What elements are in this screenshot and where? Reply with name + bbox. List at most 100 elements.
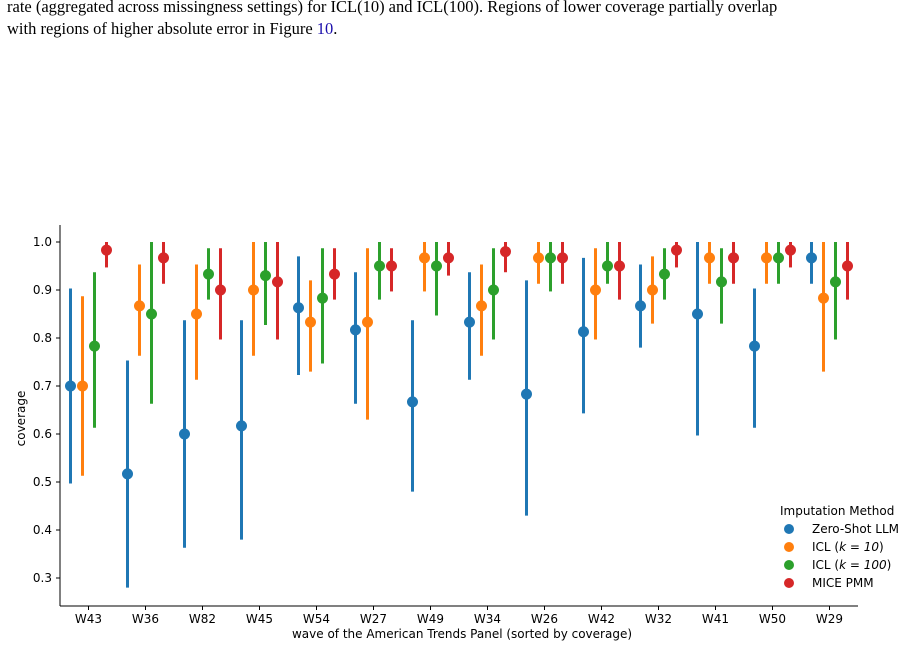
data-point [830, 276, 841, 288]
data-point [557, 252, 568, 264]
data-point [533, 252, 544, 264]
data-point [590, 284, 601, 296]
data-point [293, 302, 304, 314]
data-point [77, 380, 88, 392]
plot-area [65, 242, 853, 588]
x-tick-label-w32: W32 [645, 612, 672, 626]
data-point [89, 340, 100, 352]
data-point [407, 396, 418, 408]
caption-line-2: with regions of higher absolute error in… [7, 19, 317, 38]
series-4 [101, 242, 853, 340]
y-tick-label: 1.0 [33, 235, 52, 249]
x-tick-label-w27: W27 [360, 612, 387, 626]
data-point [317, 292, 328, 304]
y-tick-label: 0.9 [33, 283, 52, 297]
data-point [806, 252, 817, 264]
legend-entry: ICL (k = 10) [812, 540, 884, 554]
data-point [431, 260, 442, 272]
y-axis-label: coverage [14, 391, 28, 447]
data-point [773, 252, 784, 264]
legend-marker [784, 542, 794, 552]
caption-line-2-end: . [333, 19, 338, 38]
legend-marker [784, 560, 794, 570]
data-point [761, 252, 772, 264]
data-point [602, 260, 613, 272]
data-point [716, 276, 727, 288]
legend-entry: ICL (k = 100) [812, 558, 891, 572]
data-point [134, 300, 145, 312]
x-tick-label-w49: W49 [417, 612, 444, 626]
x-axis-label: wave of the American Trends Panel (sorte… [292, 627, 632, 641]
y-tick-label: 0.3 [33, 571, 52, 585]
legend-entry: MICE PMM [812, 576, 874, 590]
y-tick-label: 0.4 [33, 523, 52, 537]
data-point [236, 420, 247, 432]
data-point [419, 252, 430, 264]
series-3 [89, 242, 841, 428]
data-point [101, 244, 112, 256]
data-point [842, 260, 853, 272]
series-2 [77, 242, 829, 476]
axes: 0.3 0.4 0.5 0.6 0.7 0.8 0.9 1.0 W43 W36 W82 W45 W54 W… [14, 225, 858, 641]
legend-marker [784, 524, 794, 534]
data-point [158, 252, 169, 264]
data-point [260, 270, 271, 282]
x-tick-label-w26: W26 [531, 612, 558, 626]
x-tick-label-w41: W41 [702, 612, 729, 626]
data-point [488, 284, 499, 296]
data-point [671, 244, 682, 256]
data-point [659, 268, 670, 280]
data-point [65, 380, 76, 392]
data-point [521, 388, 532, 400]
data-point [749, 340, 760, 352]
caption-line-1: rate (aggregated across missingness sett… [7, 0, 778, 16]
data-point [500, 246, 511, 258]
data-point [179, 428, 190, 440]
figure-reference-link[interactable]: 10 [316, 19, 334, 38]
data-point [818, 292, 829, 304]
data-point [443, 252, 454, 264]
y-tick-label: 0.5 [33, 475, 52, 489]
figure-caption: rate (aggregated across missingness sett… [7, 0, 917, 40]
legend: Imputation Method Zero-Shot LLM ICL (k = 1… [780, 504, 899, 590]
data-point [545, 252, 556, 264]
x-tick-label-w43: W43 [75, 612, 102, 626]
data-point [350, 324, 361, 336]
data-point [374, 260, 385, 272]
legend-marker [784, 578, 794, 588]
x-tick-label-w34: W34 [474, 612, 501, 626]
data-point [785, 244, 796, 256]
data-point [215, 284, 226, 296]
data-point [122, 468, 133, 480]
x-tick-label-w45: W45 [246, 612, 273, 626]
data-point [464, 316, 475, 328]
data-point [476, 300, 487, 312]
data-point [191, 308, 202, 320]
data-point [704, 252, 715, 264]
data-point [305, 316, 316, 328]
x-tick-label-w82: W82 [189, 612, 216, 626]
data-point [614, 260, 625, 272]
y-tick-label: 0.6 [33, 427, 52, 441]
y-tick-label: 0.7 [33, 379, 52, 393]
x-tick-label-w42: W42 [588, 612, 615, 626]
x-tick-label-w54: W54 [303, 612, 330, 626]
data-point [635, 300, 646, 312]
data-point [692, 308, 703, 320]
data-point [248, 284, 259, 296]
data-point [329, 268, 340, 280]
x-tick-label-w36: W36 [132, 612, 159, 626]
y-tick-label: 0.8 [33, 331, 52, 345]
data-point [362, 316, 373, 328]
series-1 [65, 242, 817, 588]
data-point [647, 284, 658, 296]
data-point [728, 252, 739, 264]
data-point [146, 308, 157, 320]
data-point [203, 268, 214, 280]
data-point [386, 260, 397, 272]
legend-entry: Zero-Shot LLM [812, 522, 899, 536]
data-point [578, 326, 589, 338]
legend-title: Imputation Method [780, 504, 894, 518]
x-tick-label-w50: W50 [759, 612, 786, 626]
